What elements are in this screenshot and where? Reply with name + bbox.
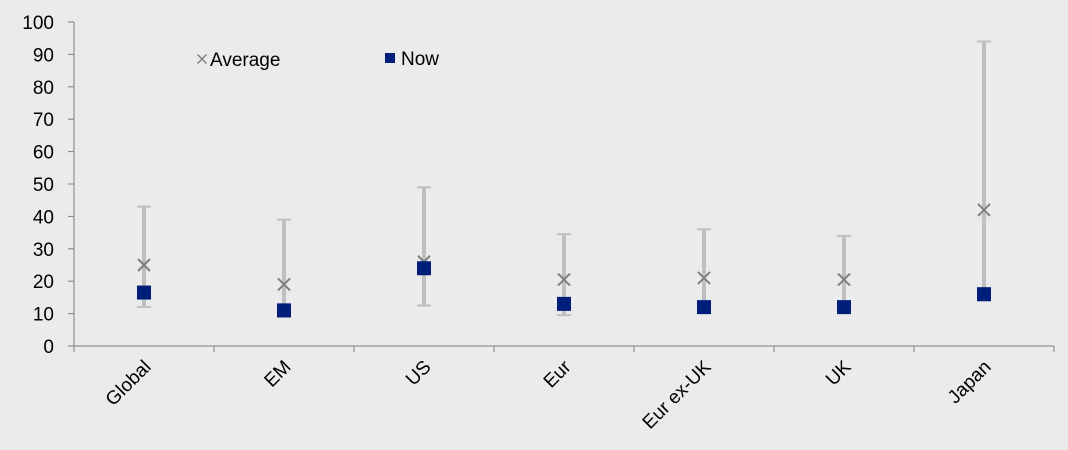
now-point bbox=[277, 303, 291, 318]
average-point-stroke bbox=[697, 271, 711, 285]
y-axis: 0 10 20 30 40 50 60 70 80 90 100 bbox=[22, 13, 75, 358]
now-point bbox=[417, 261, 431, 276]
y-tick-label: 0 bbox=[43, 337, 54, 358]
average-point-stroke bbox=[137, 258, 151, 272]
y-tick-label: 60 bbox=[33, 143, 54, 164]
legend-label-average: Average bbox=[210, 50, 280, 71]
y-tick-label: 90 bbox=[33, 45, 54, 66]
average-point bbox=[837, 272, 851, 287]
legend-label-now: Now bbox=[401, 49, 439, 70]
y-tick-label: 80 bbox=[33, 78, 54, 99]
y-tick-label: 50 bbox=[33, 175, 54, 196]
legend-item-average: Average bbox=[196, 50, 280, 71]
average-point bbox=[277, 277, 291, 292]
average-point-stroke bbox=[977, 203, 991, 217]
y-tick-label: 20 bbox=[33, 272, 54, 293]
legend-average-marker bbox=[196, 53, 208, 65]
now-point bbox=[837, 300, 851, 315]
average-point bbox=[137, 258, 151, 272]
y-tick-label: 30 bbox=[33, 240, 54, 261]
average-point-stroke bbox=[557, 272, 571, 287]
average-point bbox=[977, 203, 991, 217]
y-tick-label: 70 bbox=[33, 110, 54, 131]
legend-now-marker bbox=[385, 53, 395, 63]
y-tick-label: 100 bbox=[22, 13, 54, 34]
now-point bbox=[137, 285, 151, 300]
average-point-stroke bbox=[837, 272, 851, 287]
legend-item-now: Now bbox=[385, 49, 439, 70]
now-point bbox=[557, 296, 571, 311]
average-point bbox=[557, 272, 571, 287]
average-point bbox=[697, 271, 711, 285]
legend: Average Now bbox=[196, 49, 439, 71]
average-point-stroke bbox=[277, 277, 291, 292]
y-tick-label: 40 bbox=[33, 207, 54, 228]
range-bar bbox=[417, 186, 431, 307]
now-point bbox=[977, 287, 991, 302]
now-point bbox=[697, 300, 711, 315]
y-tick-label: 10 bbox=[33, 305, 54, 326]
data-marks bbox=[137, 203, 991, 318]
